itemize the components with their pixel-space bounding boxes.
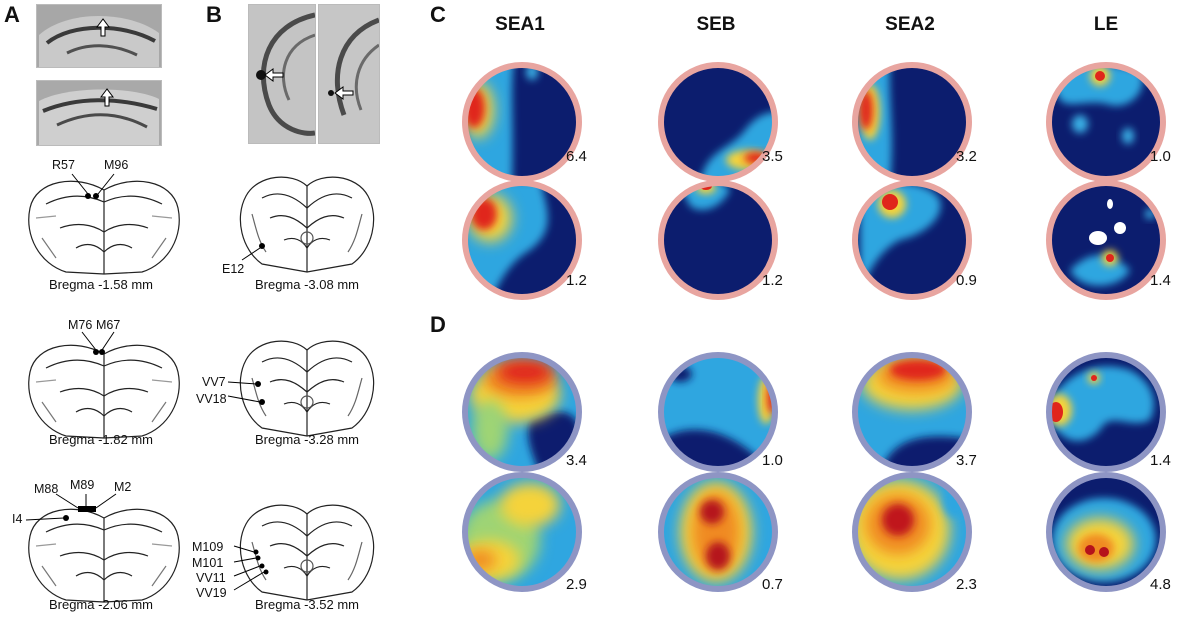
rate-map-c-sea2-1 [850, 60, 974, 184]
brain-atlas-b1 [222, 168, 392, 278]
bregma-a2: Bregma -1.82 mm [16, 432, 186, 447]
rate-map-c-sea1-1 [460, 60, 584, 184]
site-label-m2: M2 [114, 480, 131, 494]
site-label-m76: M76 [68, 318, 92, 332]
site-label-m109: M109 [192, 540, 223, 554]
brain-atlas-a3 [16, 496, 196, 606]
peak-rate-c-seb-1: 3.5 [762, 148, 783, 165]
rate-map-c-seb-1 [656, 60, 780, 184]
histology-photo-a2 [36, 80, 162, 146]
peak-rate-d-le-2: 4.8 [1150, 576, 1171, 593]
bregma-a1: Bregma -1.58 mm [16, 277, 186, 292]
rate-map-c-le-1 [1044, 60, 1168, 184]
peak-rate-d-sea2-2: 2.3 [956, 576, 977, 593]
peak-rate-c-le-2: 1.4 [1150, 272, 1171, 289]
site-label-m89: M89 [70, 478, 94, 492]
peak-rate-c-sea1-1: 6.4 [566, 148, 587, 165]
rate-map-grid [440, 0, 1200, 620]
brain-atlas-b3 [222, 496, 392, 606]
peak-rate-d-sea1-1: 3.4 [566, 452, 587, 469]
bregma-b3: Bregma -3.52 mm [222, 597, 392, 612]
peak-rate-d-le-1: 1.4 [1150, 452, 1171, 469]
site-label-m101: M101 [192, 556, 223, 570]
panel-label-b: B [206, 2, 222, 28]
bregma-b2: Bregma -3.28 mm [222, 432, 392, 447]
recording-site-marker [78, 506, 96, 512]
peak-rate-d-seb-1: 1.0 [762, 452, 783, 469]
recording-site-marker [254, 550, 259, 555]
peak-rate-d-seb-2: 0.7 [762, 576, 783, 593]
bregma-b1: Bregma -3.08 mm [222, 277, 392, 292]
site-label-vv7: VV7 [202, 375, 226, 389]
peak-rate-c-sea2-2: 0.9 [956, 272, 977, 289]
histology-photo-b1 [248, 4, 316, 144]
bregma-a3: Bregma -2.06 mm [16, 597, 186, 612]
recording-site-marker [256, 556, 261, 561]
recording-site-marker [264, 570, 269, 575]
site-label-m96: M96 [104, 158, 128, 172]
brain-atlas-a2 [16, 332, 196, 442]
brain-atlas-a1 [16, 168, 196, 278]
brain-atlas-b2 [222, 332, 392, 442]
peak-rate-c-seb-2: 1.2 [762, 272, 783, 289]
site-label-i4: I4 [12, 512, 22, 526]
recording-site-marker [260, 564, 265, 569]
histology-photo-a1 [36, 4, 162, 68]
site-label-m67: M67 [96, 318, 120, 332]
peak-rate-d-sea2-1: 3.7 [956, 452, 977, 469]
histology-photo-b2 [318, 4, 380, 144]
peak-rate-c-le-1: 1.0 [1150, 148, 1171, 165]
site-label-vv18: VV18 [196, 392, 227, 406]
peak-rate-d-sea1-2: 2.9 [566, 576, 587, 593]
site-label-m88: M88 [34, 482, 58, 496]
peak-rate-c-sea1-2: 1.2 [566, 272, 587, 289]
panel-label-a: A [4, 2, 20, 28]
site-label-r57: R57 [52, 158, 75, 172]
site-label-e12: E12 [222, 262, 244, 276]
site-label-vv11: VV11 [196, 571, 226, 585]
peak-rate-c-sea2-1: 3.2 [956, 148, 977, 165]
